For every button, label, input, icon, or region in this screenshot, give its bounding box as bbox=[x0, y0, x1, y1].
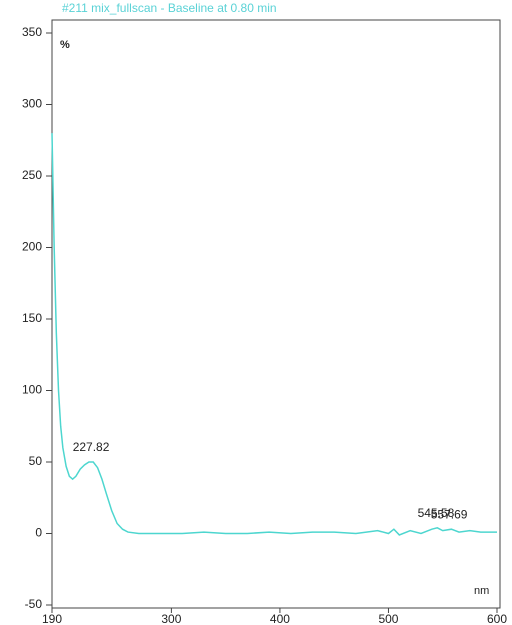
y-tick-label: 0 bbox=[35, 526, 42, 540]
y-tick-label: 100 bbox=[22, 383, 42, 397]
chart-title: #211 mix_fullscan - Baseline at 0.80 min bbox=[62, 1, 277, 15]
peak-label: 227.82 bbox=[73, 440, 110, 454]
x-tick-label: 500 bbox=[378, 612, 398, 625]
y-tick-label: 250 bbox=[22, 168, 42, 182]
y-tick-label: 150 bbox=[22, 311, 42, 325]
peak-label: 545.58 bbox=[418, 506, 455, 520]
y-tick-label: 200 bbox=[22, 240, 42, 254]
x-tick-label: 300 bbox=[161, 612, 181, 625]
y-tick-label: 350 bbox=[22, 25, 42, 39]
y-tick-label: 50 bbox=[29, 454, 43, 468]
x-tick-label: 400 bbox=[270, 612, 290, 625]
x-axis-label: nm bbox=[474, 585, 489, 597]
spectrum-line bbox=[51, 133, 497, 536]
x-tick-label: 190 bbox=[42, 612, 62, 625]
peak-label: 557.69 bbox=[431, 507, 468, 521]
y-axis-label: % bbox=[60, 39, 70, 51]
y-tick-label: 300 bbox=[22, 97, 42, 111]
plot-frame bbox=[51, 19, 501, 609]
x-tick-label: 600 bbox=[487, 612, 507, 625]
y-tick-label: -50 bbox=[25, 597, 43, 611]
